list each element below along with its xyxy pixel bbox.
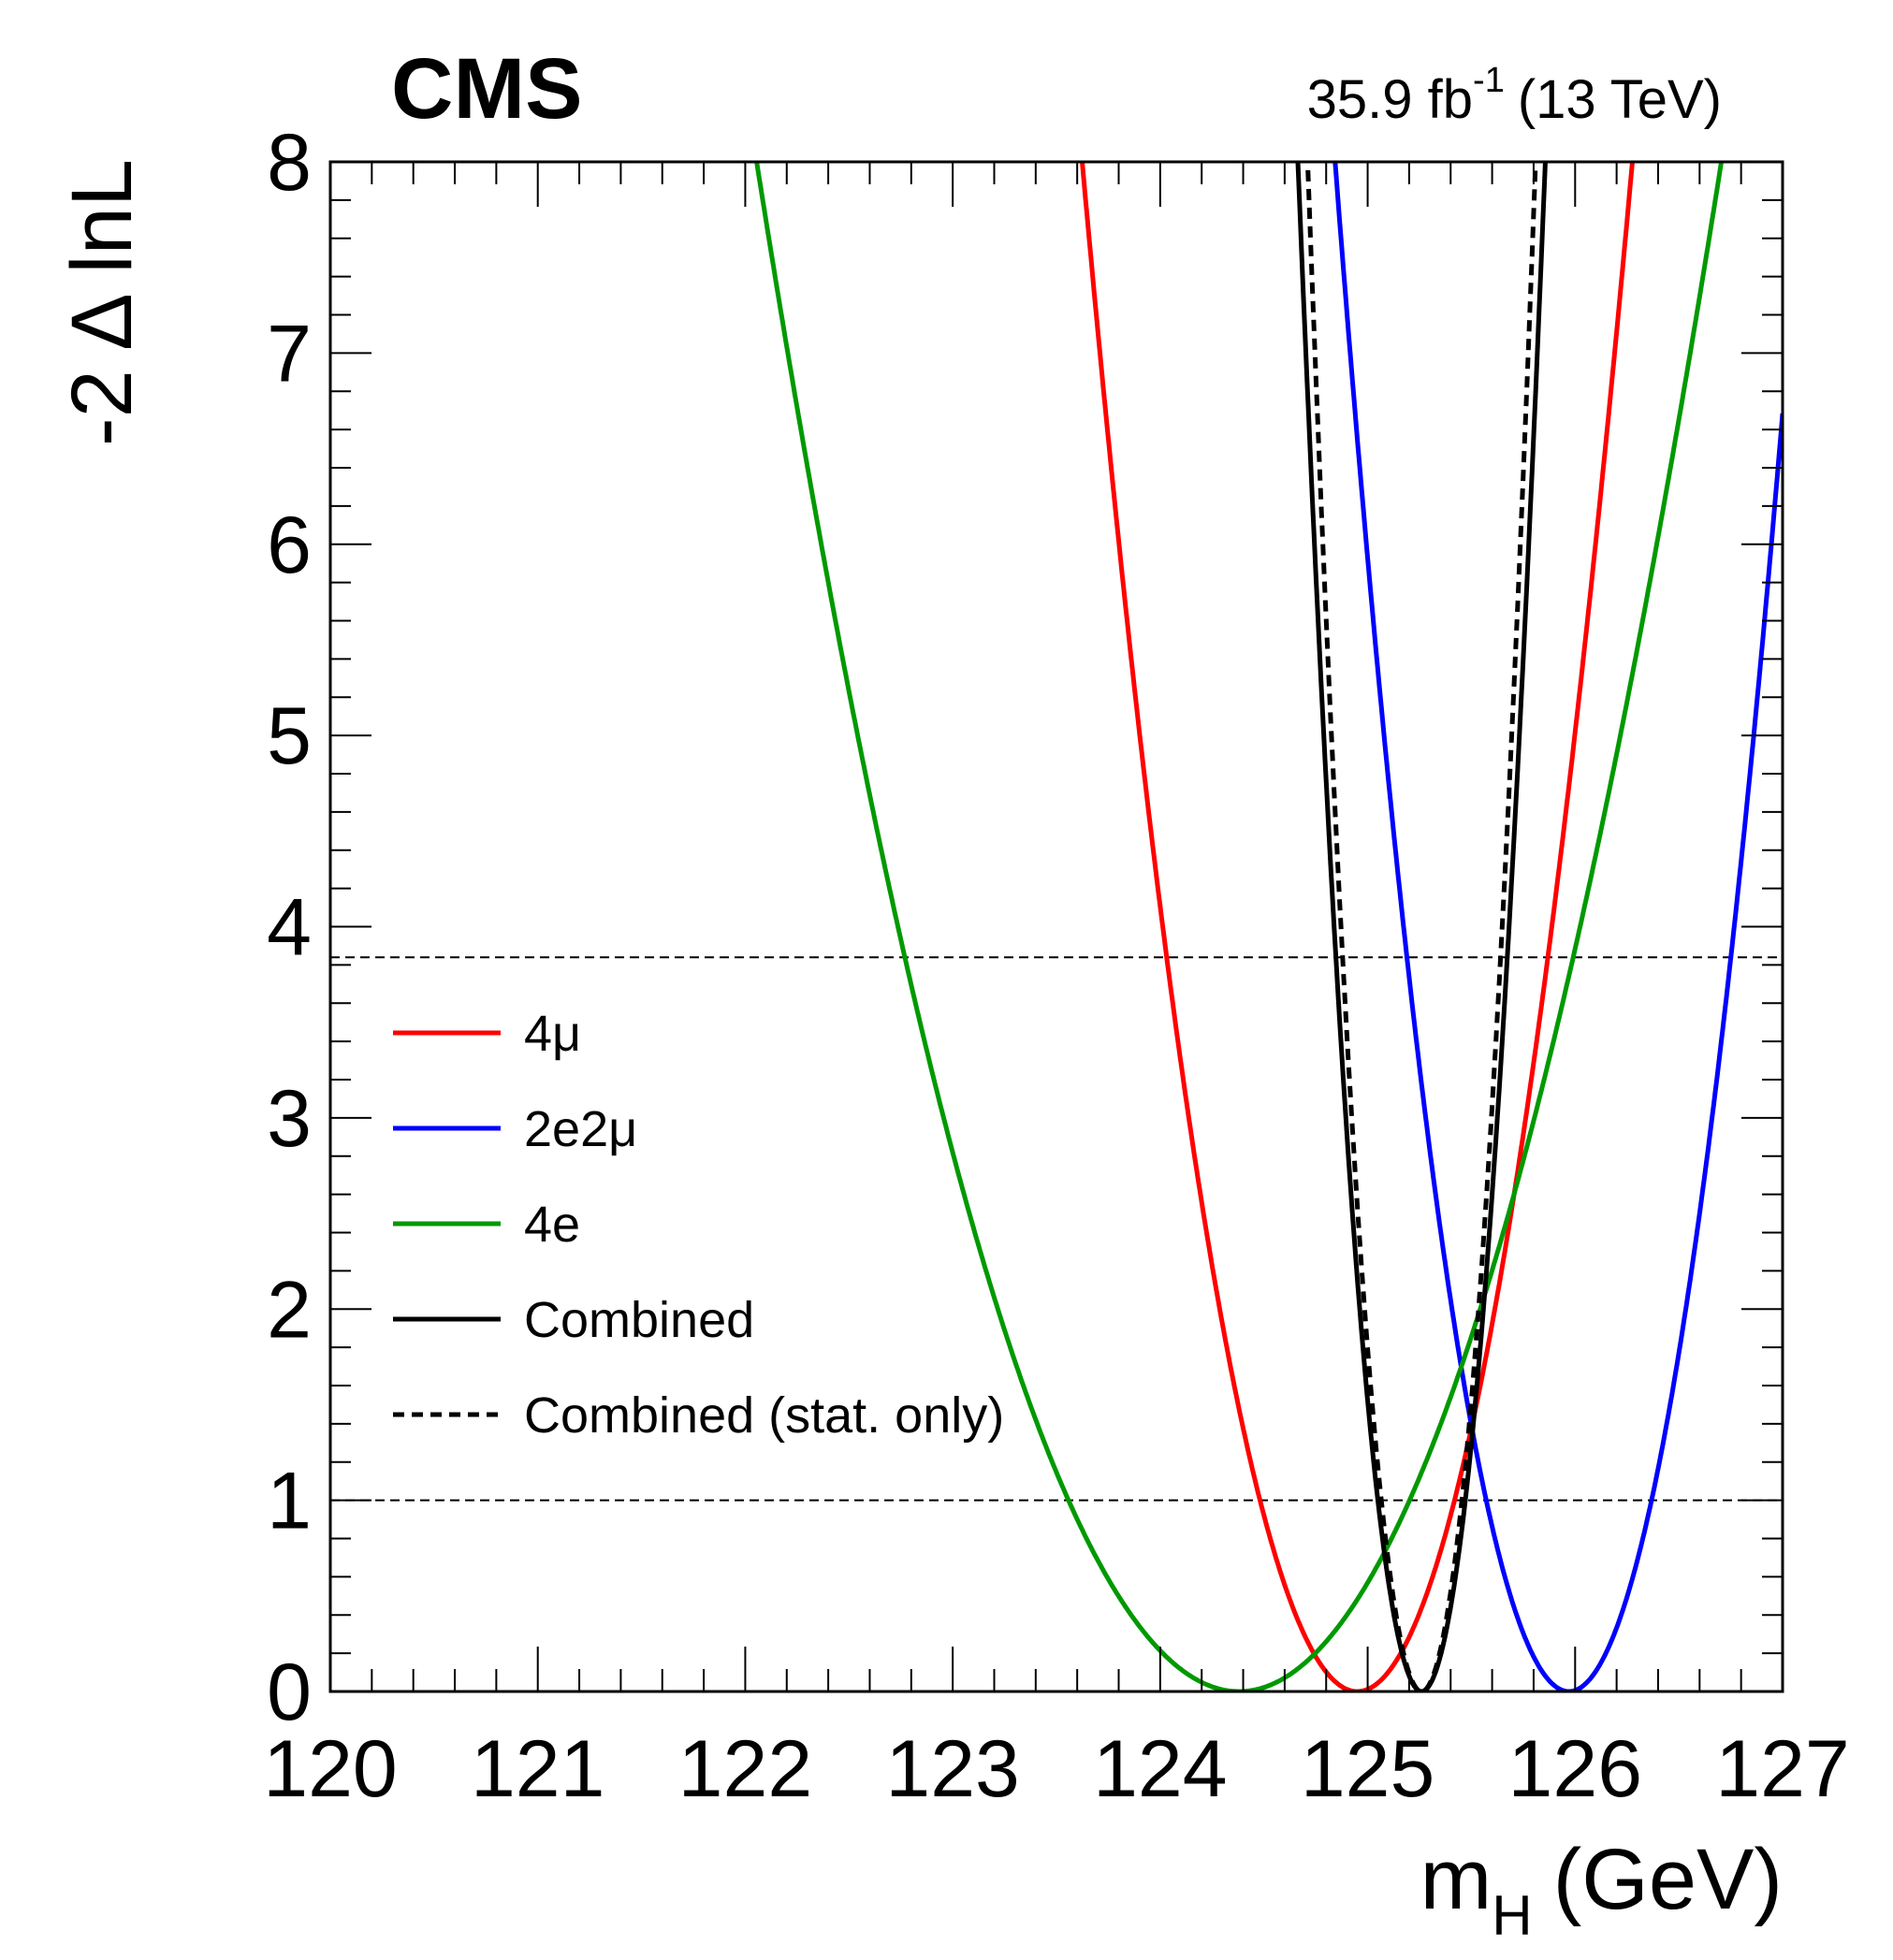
y-tick-labels: 0 1 2 3 4 5 6 7 8 <box>267 118 312 1737</box>
series-line-0 <box>1080 162 1635 1691</box>
likelihood-curves <box>754 162 1783 1691</box>
y-tick-label-5: 5 <box>267 691 312 781</box>
y-tick-label-1: 1 <box>267 1457 312 1546</box>
x-tick-label-6: 126 <box>1508 1724 1643 1814</box>
y-tick-label-0: 0 <box>267 1648 312 1737</box>
series-line-2 <box>754 162 1725 1691</box>
y-tick-label-4: 4 <box>267 883 312 973</box>
energy-label: (13 TeV) <box>1518 69 1722 130</box>
x-tick-label-2: 122 <box>678 1724 813 1814</box>
series-line-1 <box>1332 162 1783 1691</box>
experiment-label: CMS <box>391 41 582 137</box>
y-tick-label-8: 8 <box>267 118 312 208</box>
luminosity-exponent: -1 <box>1473 61 1505 100</box>
legend-label-2: 4e <box>524 1197 580 1253</box>
legend-label-4: Combined (stat. only) <box>524 1387 1004 1444</box>
y-axis-title: -2 Δ lnL <box>54 159 150 446</box>
legend-label-0: 4μ <box>524 1006 581 1062</box>
series-line-4 <box>1304 162 1538 1691</box>
reference-lines <box>330 956 1783 1502</box>
x-tick-label-0: 120 <box>263 1724 398 1814</box>
legend-label-1: 2e2μ <box>524 1101 637 1157</box>
x-tick-label-5: 125 <box>1301 1724 1435 1814</box>
x-axis-title: mH (GeV) <box>1420 1832 1783 1947</box>
x-axis-subscript: H <box>1492 1884 1532 1947</box>
y-tick-label-7: 7 <box>267 309 312 399</box>
legend: 4μ 2e2μ 4e Combined Combined (stat. only) <box>393 1006 1004 1444</box>
luminosity-label: 35.9 fb-1 (13 TeV) <box>1307 61 1722 130</box>
legend-label-3: Combined <box>524 1292 754 1348</box>
x-axis-symbol: m <box>1420 1832 1493 1927</box>
series-line-3 <box>1295 162 1548 1691</box>
y-tick-label-6: 6 <box>267 501 312 590</box>
x-axis-unit: (GeV) <box>1553 1832 1783 1927</box>
x-tick-labels: 120 121 122 123 124 125 126 127 <box>263 1724 1850 1814</box>
y-tick-label-3: 3 <box>267 1074 312 1164</box>
x-tick-label-4: 124 <box>1093 1724 1228 1814</box>
x-tick-label-1: 121 <box>471 1724 605 1814</box>
x-tick-label-7: 127 <box>1715 1724 1850 1814</box>
x-tick-label-3: 123 <box>885 1724 1020 1814</box>
y-tick-label-2: 2 <box>267 1265 312 1355</box>
axis-ticks <box>329 161 1784 1692</box>
luminosity-value: 35.9 fb <box>1307 69 1473 130</box>
plot-frame <box>328 160 1784 1693</box>
